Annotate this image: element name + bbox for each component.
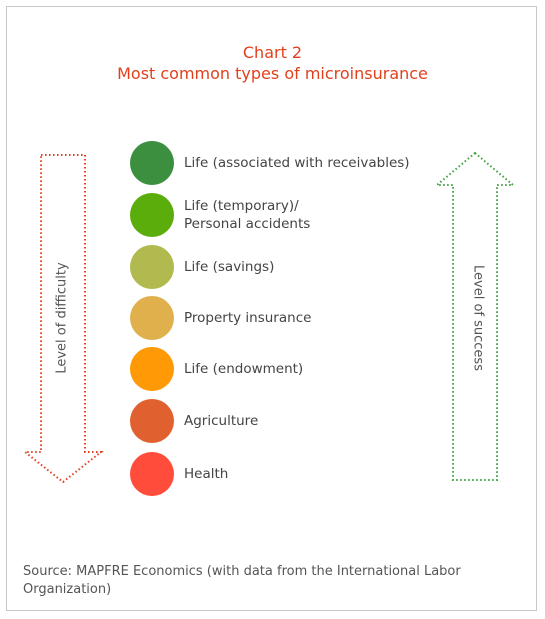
category-dot (130, 141, 174, 185)
category-label: Life (savings) (184, 259, 275, 275)
category-label: Health (184, 466, 229, 482)
category-dot (130, 193, 174, 237)
category-label: Life (endowment) (184, 361, 304, 377)
chart-title: Most common types of microinsurance (117, 64, 428, 83)
category-dot (130, 347, 174, 391)
category-dot (130, 296, 174, 340)
success-arrow (434, 151, 516, 481)
category-label: Life (associated with receivables) (184, 155, 410, 171)
category-label: Agriculture (184, 413, 259, 429)
category-label: Property insurance (184, 310, 312, 326)
success-label: Level of success (470, 265, 486, 371)
category-dot (130, 245, 174, 289)
difficulty-arrow (22, 154, 104, 484)
category-dot (130, 399, 174, 443)
category-dot (130, 452, 174, 496)
category-label: Life (temporary)/Personal accidents (184, 198, 311, 232)
chart-number: Chart 2 (242, 43, 303, 62)
source-note: Source: MAPFRE Economics (with data from… (23, 564, 461, 597)
difficulty-label: Level of difficulty (54, 262, 70, 374)
chart-frame (6, 6, 537, 611)
